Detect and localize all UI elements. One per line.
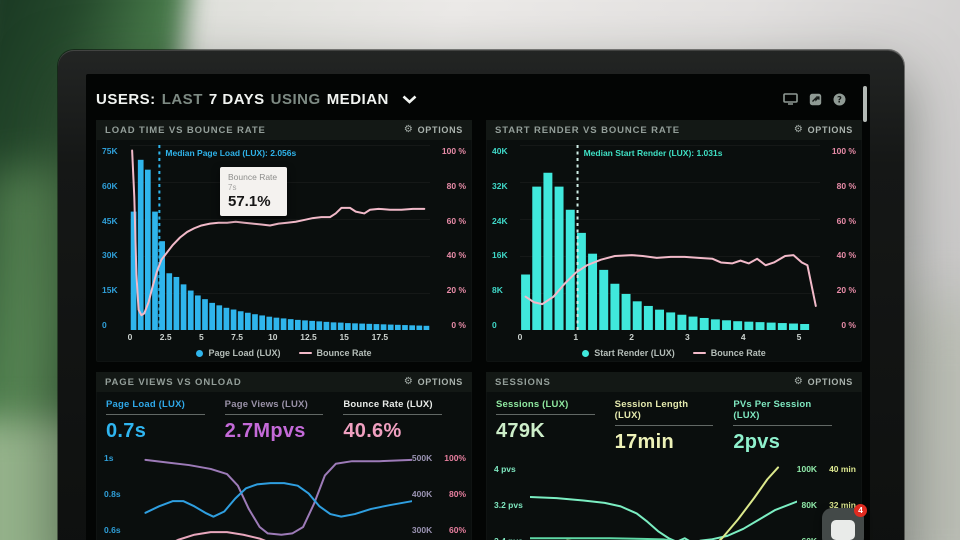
title-using: USING (270, 90, 321, 108)
stat-bounce-rate: Bounce Rate (LUX) 40.6% (343, 399, 462, 443)
panel-header: PAGE VIEWS VS ONLOAD ⚙ OPTIONS (96, 372, 472, 392)
stat-pvs-per-session: PVs Per Session (LUX) 2pvs (733, 399, 852, 454)
legend-dot-icon (582, 349, 590, 357)
gear-icon: ⚙ (793, 124, 804, 135)
svg-text:?: ? (837, 95, 842, 105)
display-icon[interactable] (783, 93, 798, 105)
chart-area: 1s 0.8s 0.6s 500K 400K 300K 100% 80% 60% (96, 445, 472, 540)
title-7days: 7 DAYS (208, 90, 265, 108)
laptop-bezel: USERS: LAST 7 DAYS USING MEDIAN ? (58, 50, 904, 540)
options-button[interactable]: ⚙ OPTIONS (793, 124, 853, 136)
stat-page-views: Page Views (LUX) 2.7Mpvs (224, 399, 344, 443)
dashboard-screen: USERS: LAST 7 DAYS USING MEDIAN ? (86, 74, 870, 540)
title-users: USERS: (96, 90, 156, 108)
y-axis-right-labels: 100 % 80 % 60 % 40 % 20 % 0 % (831, 146, 856, 330)
bounce-rate-tooltip: Bounce Rate 7s 57.1% (220, 167, 288, 217)
panel-header: LOAD TIME VS BOUNCE RATE ⚙ OPTIONS (96, 120, 472, 140)
gear-icon: ⚙ (793, 376, 804, 387)
load-time-histogram: Median Page Load (LUX): 2.056s Bounce Ra… (130, 145, 430, 330)
start-render-histogram: Median Start Render (LUX): 1.031s (520, 145, 820, 330)
legend-bounce-rate[interactable]: Bounce Rate (692, 348, 766, 358)
chart-area: 40K 32K 24K 16K 8K 0 Median Start Render (LUX… (486, 140, 862, 344)
y-axis-left-labels: 1s 0.8s 0.6s (104, 453, 121, 535)
chart-legend: Page Load (LUX) Bounce Rate (96, 344, 472, 362)
options-button[interactable]: ⚙ OPTIONS (793, 376, 853, 388)
share-icon[interactable] (809, 93, 822, 106)
panel-start-render-vs-bounce-rate: START RENDER VS BOUNCE RATE ⚙ OPTIONS 40… (486, 120, 862, 362)
legend-line-icon (298, 352, 312, 354)
notification-badge: 4 (854, 504, 867, 517)
titlebar-icons: ? (783, 93, 846, 106)
panel-header: START RENDER VS BOUNCE RATE ⚙ OPTIONS (486, 120, 862, 140)
y-axis-right-labels: 100 % 80 % 60 % 40 % 20 % 0 % (441, 146, 466, 330)
chevron-down-icon[interactable] (402, 95, 417, 104)
stat-session-length: Session Length (LUX) 17min (614, 399, 734, 454)
legend-start-render[interactable]: Start Render (LUX) (582, 348, 675, 358)
median-annotation: Median Start Render (LUX): 1.031s (583, 148, 723, 158)
page-scrollbar[interactable] (863, 86, 867, 122)
legend-line-icon (692, 352, 706, 354)
stats-row: Page Load (LUX) 0.7s Page Views (LUX) 2.… (96, 392, 472, 445)
y-axis-right-labels: 500K 400K 300K 100% 80% 60% (411, 453, 466, 535)
legend-dot-icon (196, 349, 204, 357)
panel-title: SESSIONS (495, 376, 551, 388)
panel-load-time-vs-bounce-rate: LOAD TIME VS BOUNCE RATE ⚙ OPTIONS 75K 60… (96, 120, 472, 362)
chart-area: 75K 60K 45K 30K 15K 0 Median Page Load (LUX):… (96, 140, 472, 344)
sessions-line-chart (530, 458, 797, 540)
title-median: MEDIAN (326, 90, 389, 108)
options-button[interactable]: ⚙ OPTIONS (403, 376, 463, 388)
panel-grid: LOAD TIME VS BOUNCE RATE ⚙ OPTIONS 75K 60… (96, 120, 862, 540)
chat-launcher-button[interactable]: 4 (822, 504, 867, 540)
panel-title: START RENDER VS BOUNCE RATE (495, 124, 680, 136)
panel-header: SESSIONS ⚙ OPTIONS (486, 372, 862, 392)
help-icon[interactable]: ? (833, 93, 846, 106)
panel-sessions: SESSIONS ⚙ OPTIONS Sessions (LUX) 479K S… (486, 372, 862, 540)
chat-icon (831, 520, 855, 540)
x-axis-labels: 0 2.5 5 7.5 10 12.5 15 17.5 (127, 332, 389, 342)
chart-legend: Start Render (LUX) Bounce Rate (486, 344, 862, 362)
users-range-dropdown[interactable]: USERS: LAST 7 DAYS USING MEDIAN (96, 91, 417, 108)
title-last: LAST (161, 90, 203, 108)
panel-title: LOAD TIME VS BOUNCE RATE (105, 124, 266, 136)
stat-sessions: Sessions (LUX) 479K (496, 399, 615, 454)
y-axis-left-labels: 75K 60K 45K 30K 15K 0 (102, 146, 118, 330)
gear-icon: ⚙ (403, 124, 414, 135)
stats-row: Sessions (LUX) 479K Session Length (LUX)… (486, 392, 862, 456)
panel-title: PAGE VIEWS VS ONLOAD (105, 376, 242, 388)
legend-page-load[interactable]: Page Load (LUX) (196, 348, 281, 358)
page-views-line-chart (140, 447, 412, 540)
dashboard-titlebar: USERS: LAST 7 DAYS USING MEDIAN ? (96, 84, 862, 114)
y-axis-left-labels: 40K 32K 24K 16K 8K 0 (492, 146, 508, 330)
median-annotation: Median Page Load (LUX): 2.056s (165, 148, 297, 158)
panel-page-views-vs-onload: PAGE VIEWS VS ONLOAD ⚙ OPTIONS Page Load… (96, 372, 472, 540)
stat-page-load: Page Load (LUX) 0.7s (106, 399, 225, 443)
legend-bounce-rate[interactable]: Bounce Rate (298, 348, 372, 358)
options-button[interactable]: ⚙ OPTIONS (403, 124, 463, 136)
gear-icon: ⚙ (403, 376, 414, 387)
